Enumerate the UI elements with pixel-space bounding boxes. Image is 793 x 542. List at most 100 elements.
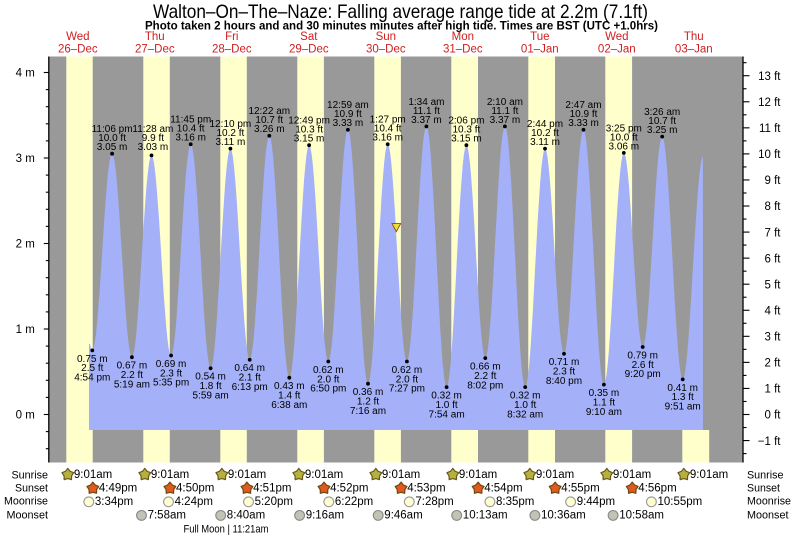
svg-text:2:06 pm: 2:06 pm [448,116,484,127]
svg-text:2.0 ft: 2.0 ft [317,374,339,385]
svg-text:4:24pm: 4:24pm [175,496,213,508]
svg-text:2:10 am: 2:10 am [487,97,523,108]
svg-text:9:20 pm: 9:20 pm [625,369,661,380]
svg-text:Thu: Thu [145,31,165,43]
svg-text:9:16am: 9:16am [306,510,344,522]
svg-text:3.16 m: 3.16 m [372,133,403,144]
svg-text:3.25 m: 3.25 m [647,125,678,136]
svg-text:1 ft: 1 ft [765,384,782,396]
svg-text:29–Dec: 29–Dec [289,43,329,55]
svg-text:2.3 ft: 2.3 ft [160,368,182,379]
svg-text:Thu: Thu [684,31,704,43]
svg-text:9 ft: 9 ft [765,175,782,187]
svg-text:Wed: Wed [66,31,89,43]
svg-text:6:38 am: 6:38 am [271,400,307,411]
svg-text:4:52pm: 4:52pm [330,483,368,495]
svg-text:4:56pm: 4:56pm [638,483,676,495]
svg-text:Mon: Mon [452,31,474,43]
svg-text:Full Moon | 11:21am: Full Moon | 11:21am [184,523,269,535]
svg-text:7 ft: 7 ft [765,227,782,239]
svg-text:9:01am: 9:01am [690,469,728,481]
svg-text:31–Dec: 31–Dec [443,43,483,55]
svg-text:9:44pm: 9:44pm [577,496,615,508]
svg-text:3.15 m: 3.15 m [294,134,325,145]
svg-text:1.8 ft: 1.8 ft [199,381,221,392]
svg-text:9:01am: 9:01am [459,469,497,481]
svg-text:10:13am: 10:13am [463,510,508,522]
svg-text:0.35 m: 0.35 m [589,388,620,399]
svg-text:0 ft: 0 ft [765,410,782,422]
svg-text:2:44 pm: 2:44 pm [527,119,563,130]
svg-text:10:58am: 10:58am [619,510,664,522]
svg-text:10.2 ft: 10.2 ft [216,128,244,139]
svg-text:6:22pm: 6:22pm [335,496,373,508]
svg-text:0.67 m: 0.67 m [117,361,148,372]
svg-text:2.0 ft: 2.0 ft [396,374,418,385]
svg-text:8:40am: 8:40am [227,510,265,522]
svg-text:3.15 m: 3.15 m [451,134,482,145]
svg-text:9:10 am: 9:10 am [586,407,622,418]
svg-text:12:22 am: 12:22 am [248,106,290,117]
svg-text:0.43 m: 0.43 m [274,381,305,392]
svg-text:30–Dec: 30–Dec [366,43,406,55]
svg-text:Moonrise: Moonrise [747,496,791,508]
svg-text:9:51 am: 9:51 am [665,402,701,413]
svg-text:3.33 m: 3.33 m [568,118,599,129]
svg-text:11:45 pm: 11:45 pm [170,115,211,126]
svg-text:8 ft: 8 ft [765,201,782,213]
svg-text:10 ft: 10 ft [758,149,781,161]
svg-text:01–Jan: 01–Jan [521,43,559,55]
svg-text:10.7 ft: 10.7 ft [255,115,283,126]
svg-text:1 m: 1 m [16,324,35,336]
svg-text:Moonset: Moonset [7,509,49,521]
svg-text:02–Jan: 02–Jan [598,43,636,55]
svg-text:6:13 pm: 6:13 pm [232,382,268,393]
svg-text:0.36 m: 0.36 m [353,387,384,398]
svg-text:3:34pm: 3:34pm [95,496,133,508]
svg-text:1:27 pm: 1:27 pm [370,115,406,126]
svg-text:3:26 am: 3:26 am [644,107,680,118]
svg-text:4:54 pm: 4:54 pm [74,373,110,384]
svg-text:Wed: Wed [605,31,628,43]
svg-text:10.2 ft: 10.2 ft [531,128,559,139]
svg-text:5 ft: 5 ft [765,279,782,291]
svg-text:12:59 am: 12:59 am [327,100,369,111]
svg-text:3.05 m: 3.05 m [97,142,128,153]
svg-text:7:16 am: 7:16 am [350,406,386,417]
svg-text:3.06 m: 3.06 m [609,141,640,152]
svg-text:Fri: Fri [225,31,238,43]
svg-text:3.33 m: 3.33 m [333,118,364,129]
svg-text:4:50pm: 4:50pm [176,483,214,495]
svg-text:4 ft: 4 ft [765,306,782,318]
svg-text:0.62 m: 0.62 m [313,365,344,376]
svg-text:8:32 am: 8:32 am [507,409,543,420]
svg-text:11:06 pm: 11:06 pm [92,124,133,135]
svg-text:9.9 ft: 9.9 ft [142,133,164,144]
svg-text:9:01am: 9:01am [536,469,574,481]
svg-text:9:01am: 9:01am [305,469,343,481]
svg-text:0.54 m: 0.54 m [195,372,226,383]
svg-text:Moonrise: Moonrise [4,496,48,508]
svg-text:10.3 ft: 10.3 ft [295,125,323,136]
svg-text:12:10 pm: 12:10 pm [210,119,252,130]
svg-text:0 m: 0 m [16,410,35,422]
svg-text:6:50 pm: 6:50 pm [310,384,346,395]
svg-text:13 ft: 13 ft [758,71,781,83]
svg-text:2:47 am: 2:47 am [565,100,601,111]
svg-text:2.3 ft: 2.3 ft [553,367,575,378]
svg-text:10.7 ft: 10.7 ft [648,116,676,127]
svg-text:0.32 m: 0.32 m [431,391,462,402]
svg-text:2 ft: 2 ft [765,358,782,370]
svg-text:10:55pm: 10:55pm [658,496,703,508]
svg-text:3.11 m: 3.11 m [215,137,245,148]
svg-text:Sunset: Sunset [15,482,48,494]
svg-text:0.71 m: 0.71 m [549,357,580,368]
svg-text:7:58am: 7:58am [148,510,186,522]
svg-text:10.4 ft: 10.4 ft [374,124,402,135]
svg-text:7:27 pm: 7:27 pm [389,384,425,395]
svg-text:11.1 ft: 11.1 ft [491,106,518,117]
svg-text:12 ft: 12 ft [758,97,781,109]
svg-text:12:49 pm: 12:49 pm [288,116,330,127]
svg-text:8:02 pm: 8:02 pm [467,380,503,391]
svg-text:3.37 m: 3.37 m [411,115,442,126]
